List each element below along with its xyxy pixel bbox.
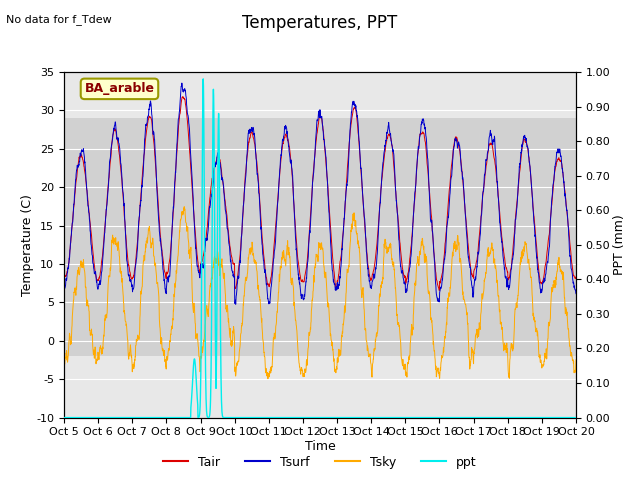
Text: Temperatures, PPT: Temperatures, PPT — [243, 14, 397, 33]
Y-axis label: PPT (mm): PPT (mm) — [613, 215, 627, 275]
X-axis label: Time: Time — [305, 440, 335, 453]
Text: No data for f_Tdew: No data for f_Tdew — [6, 14, 112, 25]
Text: BA_arable: BA_arable — [84, 83, 154, 96]
Bar — [64, 118, 576, 356]
Y-axis label: Temperature (C): Temperature (C) — [20, 194, 33, 296]
Legend: Tair, Tsurf, Tsky, ppt: Tair, Tsurf, Tsky, ppt — [158, 451, 482, 474]
